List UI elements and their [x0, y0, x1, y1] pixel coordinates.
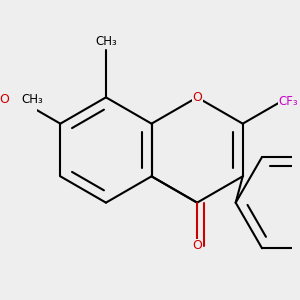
Text: CH₃: CH₃	[95, 35, 117, 48]
Text: CH₃: CH₃	[21, 94, 43, 106]
Text: CF₃: CF₃	[279, 95, 298, 108]
Text: O: O	[192, 91, 202, 104]
Text: O: O	[192, 239, 202, 252]
Text: O: O	[0, 94, 9, 106]
